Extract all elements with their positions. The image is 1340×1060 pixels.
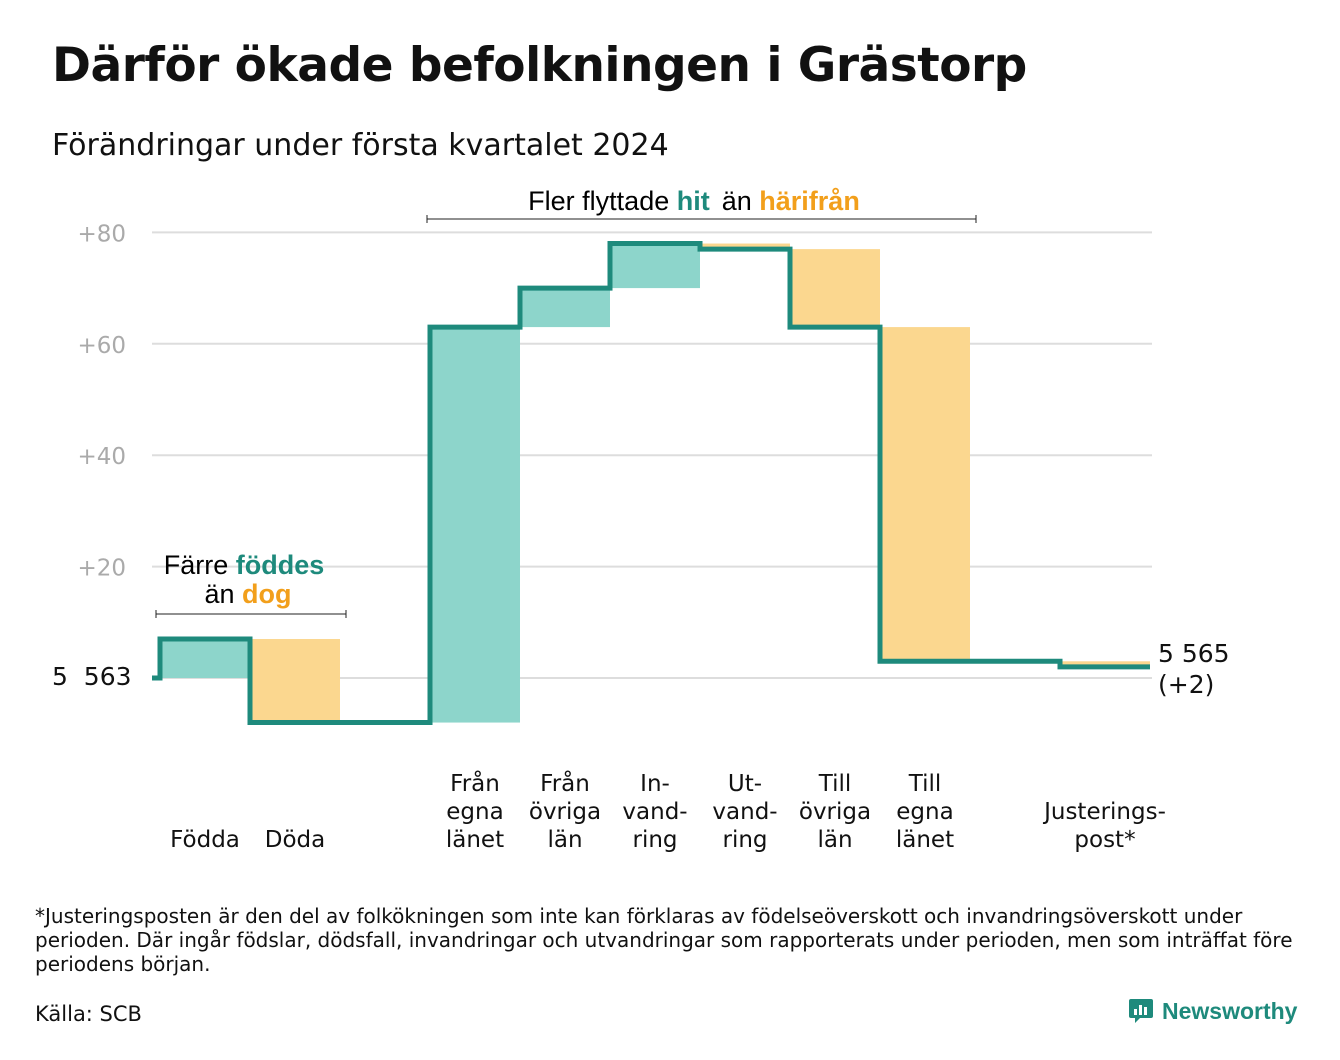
bar (610, 243, 700, 289)
bar (700, 243, 790, 250)
x-category-label: In- (640, 771, 670, 797)
x-category-label: övriga (799, 799, 871, 825)
annotation-text: än (204, 579, 242, 609)
annotation-bracket (155, 610, 347, 618)
annotation-bracket (426, 215, 977, 223)
annotation-births-deaths: Färre föddes än dog (155, 550, 347, 618)
chart-subtitle: Förändringar under första kvartalet 2024 (52, 128, 669, 163)
category-labels: Födda DödaFrånegnalänetFrånövrigalänIn-va… (170, 769, 1166, 853)
end-change-label: (+2) (1158, 670, 1214, 699)
x-category-label: Från (540, 769, 590, 797)
end-value-label: 5 565 (1158, 639, 1230, 668)
x-category-label: egna (896, 799, 953, 825)
x-category-label: ring (722, 827, 767, 853)
gridlines: +80 +60 +40 +20 (77, 221, 1152, 679)
x-category-label: vand- (622, 799, 687, 825)
bar (160, 639, 250, 678)
x-category-label: län (817, 827, 852, 853)
bar (880, 327, 970, 662)
start-value-label: 5 563 (52, 662, 132, 691)
bar (520, 288, 610, 328)
footnote: *Justeringsposten är den del av folkökni… (35, 904, 1293, 976)
x-category-label: länet (446, 827, 504, 853)
annotation-text: Fler flyttade (528, 186, 677, 216)
y-tick-label: +80 (77, 221, 126, 247)
newsworthy-icon (1129, 999, 1153, 1023)
brand-name: Newsworthy (1162, 997, 1298, 1024)
bar (790, 249, 880, 328)
x-category-label: ring (632, 827, 677, 853)
x-category-label: post* (1074, 827, 1135, 853)
x-category-label: Justerings- (1042, 799, 1166, 825)
bars (160, 243, 1150, 723)
brand-logo: Newsworthy (1128, 997, 1297, 1025)
annotation-text: än (722, 186, 760, 216)
x-category-label: egna (446, 799, 503, 825)
x-category-label: län (547, 827, 582, 853)
y-tick-label: +20 (77, 556, 126, 582)
step-line-path (152, 241, 1150, 726)
annotation-highlight-hit: hit (677, 186, 710, 216)
waterfall-chart: +80+60+40+20 Födda DödaFrånegnalänetFrånö… (52, 186, 1230, 853)
annotation-highlight-died: dog (242, 579, 291, 609)
annotation-migration-text: Fler flyttade hit än härifrån (528, 186, 860, 216)
annotation-births-deaths-line1: Färre föddes (164, 550, 325, 580)
bar (250, 639, 340, 723)
bar (430, 327, 520, 723)
chart-title: Därför ökade befolkningen i Grästorp (52, 38, 1027, 93)
bar (1060, 661, 1150, 667)
x-category-label: Ut- (728, 771, 762, 797)
source-label: Källa: SCB (35, 1002, 142, 1026)
x-category-label: Från (450, 769, 500, 797)
x-category-label: länet (896, 827, 954, 853)
y-tick-label: +60 (77, 333, 126, 359)
x-category-label: Födda (170, 827, 240, 853)
annotation-highlight-born: föddes (236, 550, 325, 580)
annotation-text: Färre (164, 550, 236, 580)
annotation-births-deaths-line2: än dog (204, 579, 291, 609)
annotation-migration: Fler flyttade hit än härifrån (426, 186, 977, 223)
x-category-label: Till (818, 771, 852, 797)
y-tick-label: +40 (77, 444, 126, 470)
x-category-label: Till (908, 771, 942, 797)
x-category-label: Döda (265, 827, 325, 853)
annotation-highlight-harifran: härifrån (759, 186, 860, 216)
x-category-label: vand- (712, 799, 777, 825)
step-line (152, 241, 1150, 726)
x-category-label: övriga (529, 799, 601, 825)
